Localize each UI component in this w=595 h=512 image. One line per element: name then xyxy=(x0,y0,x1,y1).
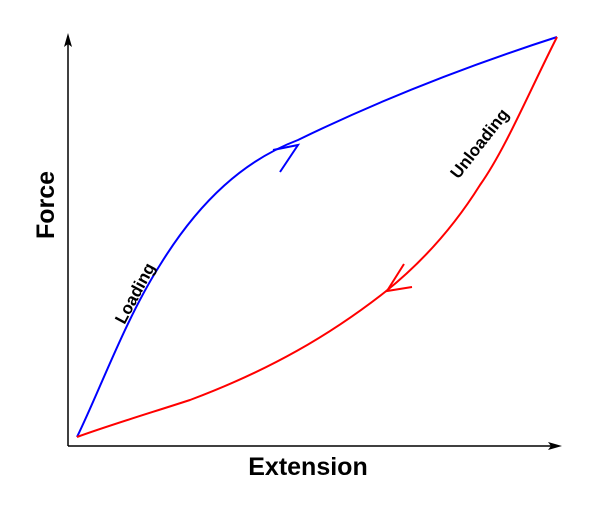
x-axis-label: Extension xyxy=(248,453,367,481)
y-axis-label: Force xyxy=(32,171,60,239)
loading-curve xyxy=(76,36,558,438)
y-axis-arrow-icon xyxy=(64,33,72,47)
loading-curve-group: Loading xyxy=(76,36,558,438)
unloading-direction-arrow-icon xyxy=(384,263,413,293)
x-axis-arrow-icon xyxy=(548,442,562,450)
loading-label: Loading xyxy=(111,260,159,327)
unloading-label: Unloading xyxy=(447,105,513,182)
unloading-curve xyxy=(76,36,558,438)
axes xyxy=(64,33,562,450)
unloading-curve-group: Unloading xyxy=(76,36,558,438)
loading-direction-arrow-icon xyxy=(272,143,301,173)
